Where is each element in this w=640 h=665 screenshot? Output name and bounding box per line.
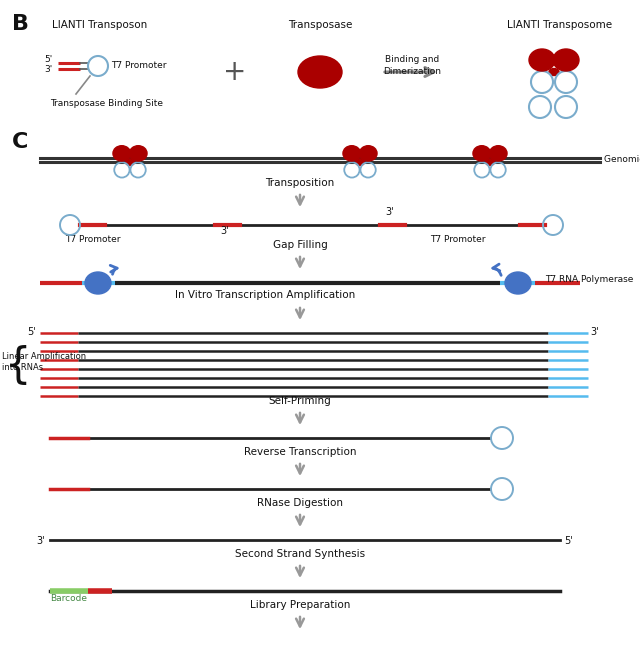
Text: Binding and: Binding and xyxy=(385,55,439,64)
Text: 5': 5' xyxy=(28,327,36,337)
Text: Transposase Binding Site: Transposase Binding Site xyxy=(50,99,163,108)
Ellipse shape xyxy=(490,146,507,161)
Text: T7 Promoter: T7 Promoter xyxy=(111,61,166,70)
Text: Transposase: Transposase xyxy=(288,20,352,30)
Text: +: + xyxy=(223,58,246,86)
Text: Transposition: Transposition xyxy=(266,178,335,188)
Text: Dimerization: Dimerization xyxy=(383,67,441,76)
Text: B: B xyxy=(12,14,29,34)
Text: 3': 3' xyxy=(45,65,53,74)
Ellipse shape xyxy=(553,49,579,71)
Text: LIANTI Transposon: LIANTI Transposon xyxy=(52,20,148,30)
Ellipse shape xyxy=(125,159,134,166)
Text: 5': 5' xyxy=(45,55,53,65)
Text: Self-Priming: Self-Priming xyxy=(269,396,332,406)
Text: T7 Promoter: T7 Promoter xyxy=(430,235,486,244)
Text: Linear Amplification: Linear Amplification xyxy=(2,352,86,361)
Text: In Vitro Transcription Amplification: In Vitro Transcription Amplification xyxy=(175,290,355,300)
Text: Barcode: Barcode xyxy=(50,594,87,603)
Text: into RNAs: into RNAs xyxy=(2,363,43,372)
Ellipse shape xyxy=(473,146,490,161)
Ellipse shape xyxy=(529,49,555,71)
Text: 3': 3' xyxy=(590,327,598,337)
Text: 5': 5' xyxy=(564,536,573,546)
Ellipse shape xyxy=(356,159,364,166)
Text: Reverse Transcription: Reverse Transcription xyxy=(244,447,356,457)
Text: Genomic DNA: Genomic DNA xyxy=(604,156,640,164)
Ellipse shape xyxy=(360,146,377,161)
Text: Library Preparation: Library Preparation xyxy=(250,600,350,610)
Ellipse shape xyxy=(343,146,360,161)
Text: C: C xyxy=(12,132,28,152)
Ellipse shape xyxy=(505,272,531,294)
Ellipse shape xyxy=(129,146,147,161)
Text: Second Strand Synthesis: Second Strand Synthesis xyxy=(235,549,365,559)
Text: {: { xyxy=(4,345,31,387)
Text: T7 RNA Polymerase: T7 RNA Polymerase xyxy=(545,275,634,285)
Text: 3': 3' xyxy=(385,207,394,217)
Ellipse shape xyxy=(85,272,111,294)
Ellipse shape xyxy=(298,56,342,88)
Text: 3': 3' xyxy=(36,536,45,546)
Text: LIANTI Transposome: LIANTI Transposome xyxy=(508,20,612,30)
Text: 3': 3' xyxy=(220,226,228,236)
Text: T7 Promoter: T7 Promoter xyxy=(65,235,120,244)
Text: RNase Digestion: RNase Digestion xyxy=(257,498,343,508)
Text: Gap Filling: Gap Filling xyxy=(273,240,328,250)
Ellipse shape xyxy=(486,159,494,166)
Ellipse shape xyxy=(113,146,131,161)
Ellipse shape xyxy=(549,68,559,76)
